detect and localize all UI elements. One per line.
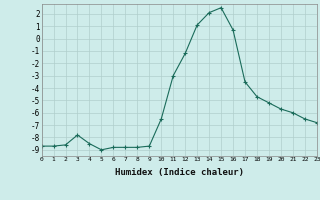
X-axis label: Humidex (Indice chaleur): Humidex (Indice chaleur): [115, 168, 244, 177]
